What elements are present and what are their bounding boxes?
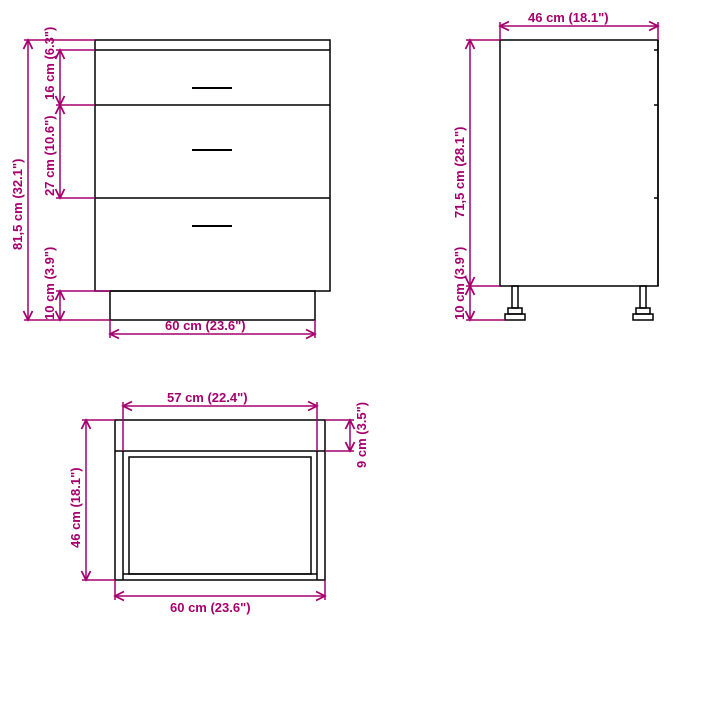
dimension-drawing: 81,5 cm (32.1") 16 cm (6.3") 27 cm (10.6… (0, 0, 720, 720)
side-view: 46 cm (18.1") 71,5 cm (28.1") 10 cm (3.9… (452, 10, 658, 320)
dim-front-drawer1: 16 cm (6.3") (42, 27, 57, 100)
dim-top-inner-width: 57 cm (22.4") (167, 390, 248, 405)
dim-front-drawer2: 27 cm (10.6") (42, 115, 57, 196)
dim-front-width: 60 cm (23.6") (165, 318, 246, 333)
front-view: 81,5 cm (32.1") 16 cm (6.3") 27 cm (10.6… (10, 27, 330, 338)
dim-side-depth: 46 cm (18.1") (528, 10, 609, 25)
side-foot-right (633, 286, 653, 320)
dim-top-outer-width: 60 cm (23.6") (170, 600, 251, 615)
dim-side-foot-height: 10 cm (3.9") (452, 247, 467, 320)
side-foot-left (505, 286, 525, 320)
dim-top-depth: 46 cm (18.1") (68, 467, 83, 548)
dim-front-plinth: 10 cm (3.9") (42, 247, 57, 320)
dim-front-total-height: 81,5 cm (32.1") (10, 159, 25, 250)
top-view: 57 cm (22.4") 46 cm (18.1") 9 cm (3.5") … (68, 390, 369, 615)
dim-top-lip: 9 cm (3.5") (354, 402, 369, 468)
dim-side-body-height: 71,5 cm (28.1") (452, 127, 467, 218)
